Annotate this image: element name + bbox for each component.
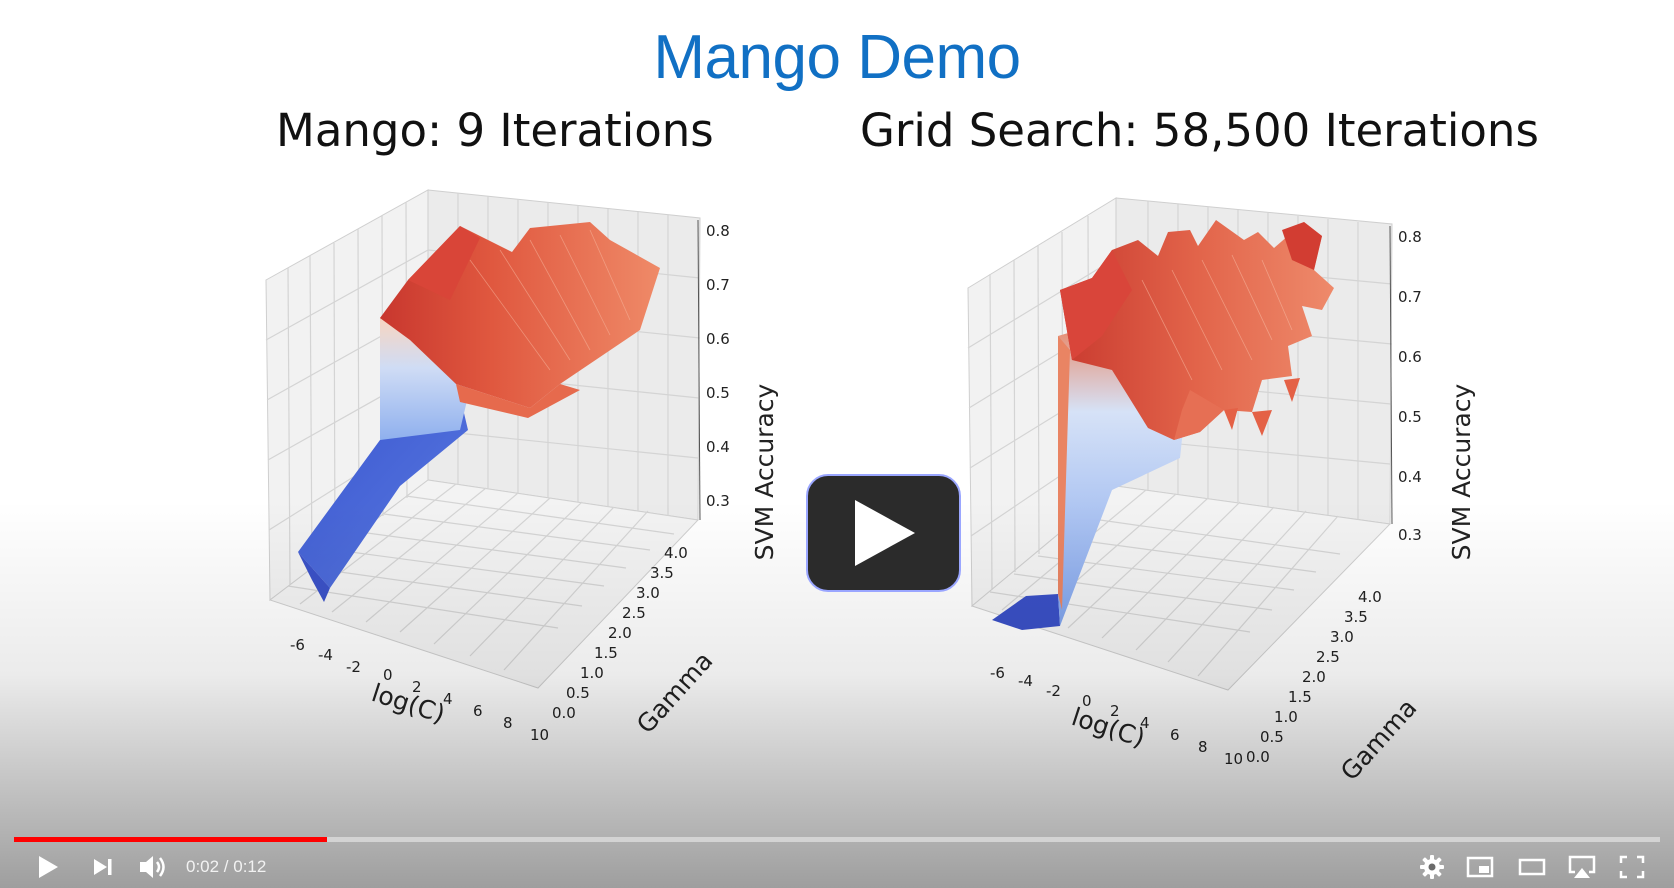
x-tick: 6	[1170, 726, 1180, 744]
play-icon	[39, 856, 58, 878]
theater-button[interactable]	[1514, 846, 1550, 888]
x-tick: 8	[503, 714, 513, 732]
progress-bar[interactable]	[14, 837, 1660, 842]
z-tick: 0.6	[1398, 348, 1422, 366]
z-tick: 0.3	[706, 492, 730, 510]
next-icon	[94, 859, 112, 875]
z-tick: 0.8	[1398, 228, 1422, 246]
x-tick: -6	[290, 636, 305, 654]
airplay-button[interactable]	[1564, 846, 1600, 888]
z-axis-label: SVM Accuracy	[750, 383, 779, 560]
y-tick: 2.5	[1316, 648, 1340, 666]
grid-z-axis: 0.8 0.7 0.6 0.5 0.4 0.3 SVM Accuracy	[1389, 225, 1476, 560]
x-tick: 6	[473, 702, 483, 720]
z-tick: 0.7	[1398, 288, 1422, 306]
x-tick: 10	[530, 726, 549, 744]
y-tick: 1.5	[1288, 688, 1312, 706]
x-tick: -4	[1018, 672, 1033, 690]
z-tick: 0.5	[706, 384, 730, 402]
x-tick: 4	[1140, 714, 1150, 732]
z-axis-label: SVM Accuracy	[1447, 383, 1476, 560]
y-tick: 3.0	[1330, 628, 1354, 646]
settings-button[interactable]	[1414, 846, 1450, 888]
z-tick: 0.4	[1398, 468, 1422, 486]
slide-title: Mango Demo	[653, 23, 1021, 92]
next-button[interactable]	[84, 846, 122, 888]
y-tick: 1.0	[1274, 708, 1298, 726]
x-tick: -2	[346, 658, 361, 676]
y-tick: 1.5	[594, 644, 618, 662]
y-tick: 0.5	[1260, 728, 1284, 746]
miniplayer-button[interactable]	[1462, 846, 1498, 888]
plot-title-mango: Mango: 9 Iterations	[276, 104, 714, 157]
y-tick: 3.0	[636, 584, 660, 602]
x-tick: 8	[1198, 738, 1208, 756]
x-tick: 0	[1082, 692, 1092, 710]
z-tick: 0.3	[1398, 526, 1422, 544]
big-play-button[interactable]	[806, 474, 961, 592]
y-tick: 4.0	[664, 544, 688, 562]
x-tick: 0	[383, 666, 393, 684]
y-tick: 0.5	[566, 684, 590, 702]
mango-z-axis: 0.8 0.7 0.6 0.5 0.4 0.3 SVM Accuracy	[697, 219, 779, 560]
y-axis-label: Gamma	[1335, 693, 1423, 780]
player-controls: 0:02 / 0:12	[0, 846, 1674, 888]
volume-icon	[140, 856, 165, 878]
mango-surface	[298, 222, 660, 602]
y-tick: 4.0	[1358, 588, 1382, 606]
fullscreen-icon	[1619, 855, 1645, 879]
gear-icon	[1420, 855, 1444, 879]
x-tick: 2	[412, 678, 422, 696]
z-tick: 0.5	[1398, 408, 1422, 426]
airplay-icon	[1568, 855, 1596, 878]
x-tick: 2	[1110, 702, 1120, 720]
play-icon	[854, 500, 915, 566]
z-tick: 0.7	[706, 276, 730, 294]
y-tick: 0.0	[1246, 748, 1270, 766]
x-axis-label: log(C)	[368, 678, 448, 729]
miniplayer-icon	[1466, 856, 1494, 878]
x-tick: -6	[990, 664, 1005, 682]
y-axis-label: Gamma	[631, 646, 719, 739]
volume-button[interactable]	[134, 846, 174, 888]
x-tick: 10	[1224, 750, 1243, 768]
y-tick: 2.5	[622, 604, 646, 622]
z-tick: 0.8	[706, 222, 730, 240]
mango-surface-plot: 0.8 0.7 0.6 0.5 0.4 0.3 SVM Accuracy -6 …	[265, 189, 779, 744]
y-tick: 1.0	[580, 664, 604, 682]
play-button[interactable]	[28, 846, 68, 888]
y-tick: 3.5	[650, 564, 674, 582]
theater-icon	[1518, 858, 1546, 876]
grid-surface	[992, 220, 1334, 630]
x-tick: -2	[1046, 682, 1061, 700]
progress-played	[14, 837, 327, 842]
y-tick: 3.5	[1344, 608, 1368, 626]
z-tick: 0.6	[706, 330, 730, 348]
y-tick: 2.0	[608, 624, 632, 642]
y-tick: 2.0	[1302, 668, 1326, 686]
x-tick: -4	[318, 646, 333, 664]
time-display: 0:02 / 0:12	[186, 857, 267, 876]
grid-search-surface-plot: 0.8 0.7 0.6 0.5 0.4 0.3 SVM Accuracy -6 …	[967, 197, 1476, 780]
plot-title-grid-search: Grid Search: 58,500 Iterations	[860, 104, 1539, 157]
fullscreen-button[interactable]	[1614, 846, 1650, 888]
y-tick: 0.0	[552, 704, 576, 722]
z-tick: 0.4	[706, 438, 730, 456]
x-tick: 4	[443, 690, 453, 708]
x-axis-label: log(C)	[1068, 702, 1148, 753]
